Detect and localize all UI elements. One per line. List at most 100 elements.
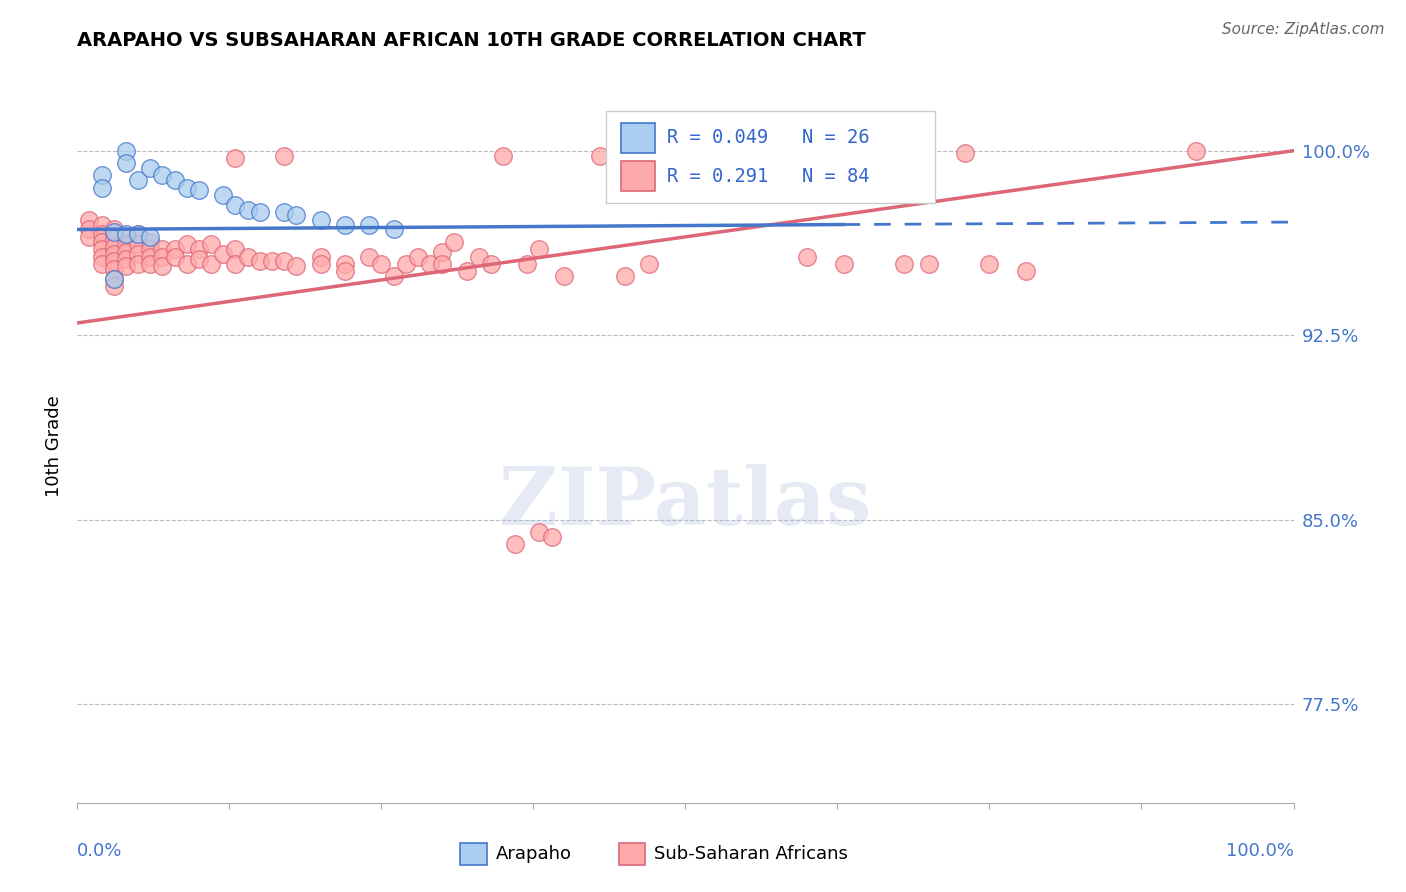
Point — [103, 225, 125, 239]
Point — [224, 151, 246, 165]
Point — [103, 222, 125, 236]
Text: ZIPatlas: ZIPatlas — [499, 464, 872, 542]
Point — [224, 198, 246, 212]
Point — [115, 244, 138, 259]
Point — [139, 230, 162, 244]
Point — [188, 183, 211, 197]
Point — [127, 257, 149, 271]
Point — [127, 237, 149, 252]
Point — [79, 222, 101, 236]
Point — [163, 173, 186, 187]
Point — [115, 260, 138, 274]
Point — [249, 205, 271, 219]
Point — [419, 257, 441, 271]
Text: Source: ZipAtlas.com: Source: ZipAtlas.com — [1222, 22, 1385, 37]
Point — [273, 254, 295, 268]
Point — [103, 271, 125, 285]
Point — [735, 146, 758, 161]
Bar — [621, 123, 655, 153]
Point — [127, 173, 149, 187]
Point — [492, 148, 515, 162]
Text: 100.0%: 100.0% — [1226, 842, 1294, 860]
Point — [979, 257, 1001, 271]
Point — [503, 537, 526, 551]
Point — [309, 257, 332, 271]
Point — [359, 218, 381, 232]
Point — [589, 148, 612, 162]
Point — [553, 269, 575, 284]
Point — [115, 230, 138, 244]
Point — [249, 254, 271, 268]
Bar — [621, 161, 655, 191]
Point — [467, 250, 489, 264]
Point — [176, 180, 198, 194]
Point — [212, 247, 235, 261]
Point — [103, 271, 125, 285]
Point — [103, 240, 125, 254]
Point — [1185, 144, 1208, 158]
Point — [260, 254, 283, 268]
Point — [152, 260, 174, 274]
Point — [139, 250, 162, 264]
Point — [893, 146, 915, 161]
Point — [430, 257, 453, 271]
Point — [115, 252, 138, 266]
Point — [103, 247, 125, 261]
Point — [115, 156, 138, 170]
Point — [90, 257, 112, 271]
Point — [127, 227, 149, 242]
Bar — [619, 844, 645, 865]
Point — [395, 257, 418, 271]
Point — [90, 218, 112, 232]
Bar — [460, 844, 488, 865]
Point — [163, 242, 186, 256]
Point — [1015, 264, 1038, 278]
Point — [359, 250, 381, 264]
Point — [163, 250, 186, 264]
Point — [273, 148, 295, 162]
Bar — [606, 111, 935, 203]
Point — [152, 242, 174, 256]
Point — [382, 222, 405, 236]
Point — [529, 242, 551, 256]
Point — [224, 257, 246, 271]
Text: Arapaho: Arapaho — [496, 846, 572, 863]
Point — [90, 227, 112, 242]
Point — [309, 212, 332, 227]
Point — [103, 254, 125, 268]
Point — [529, 525, 551, 540]
Y-axis label: 10th Grade: 10th Grade — [45, 395, 63, 497]
Point — [79, 230, 101, 244]
Point — [152, 250, 174, 264]
Point — [139, 257, 162, 271]
Point — [285, 260, 308, 274]
Point — [127, 227, 149, 242]
Point — [479, 257, 502, 271]
Text: R = 0.291   N = 84: R = 0.291 N = 84 — [668, 167, 870, 186]
Point — [382, 269, 405, 284]
Point — [236, 250, 259, 264]
Point — [224, 242, 246, 256]
Point — [90, 169, 112, 183]
Point — [236, 202, 259, 217]
Point — [638, 257, 661, 271]
Point — [285, 208, 308, 222]
Point — [918, 257, 941, 271]
Point — [90, 235, 112, 249]
Text: Sub-Saharan Africans: Sub-Saharan Africans — [654, 846, 848, 863]
Point — [796, 250, 818, 264]
Point — [188, 252, 211, 266]
Point — [139, 235, 162, 249]
Point — [882, 173, 904, 187]
Point — [90, 242, 112, 256]
Point — [200, 237, 222, 252]
Text: 0.0%: 0.0% — [77, 842, 122, 860]
Text: ARAPAHO VS SUBSAHARAN AFRICAN 10TH GRADE CORRELATION CHART: ARAPAHO VS SUBSAHARAN AFRICAN 10TH GRADE… — [77, 31, 866, 50]
Point — [613, 269, 636, 284]
Point — [152, 169, 174, 183]
Point — [953, 146, 976, 161]
Point — [832, 257, 855, 271]
Point — [200, 257, 222, 271]
Point — [79, 212, 101, 227]
Point — [139, 242, 162, 256]
